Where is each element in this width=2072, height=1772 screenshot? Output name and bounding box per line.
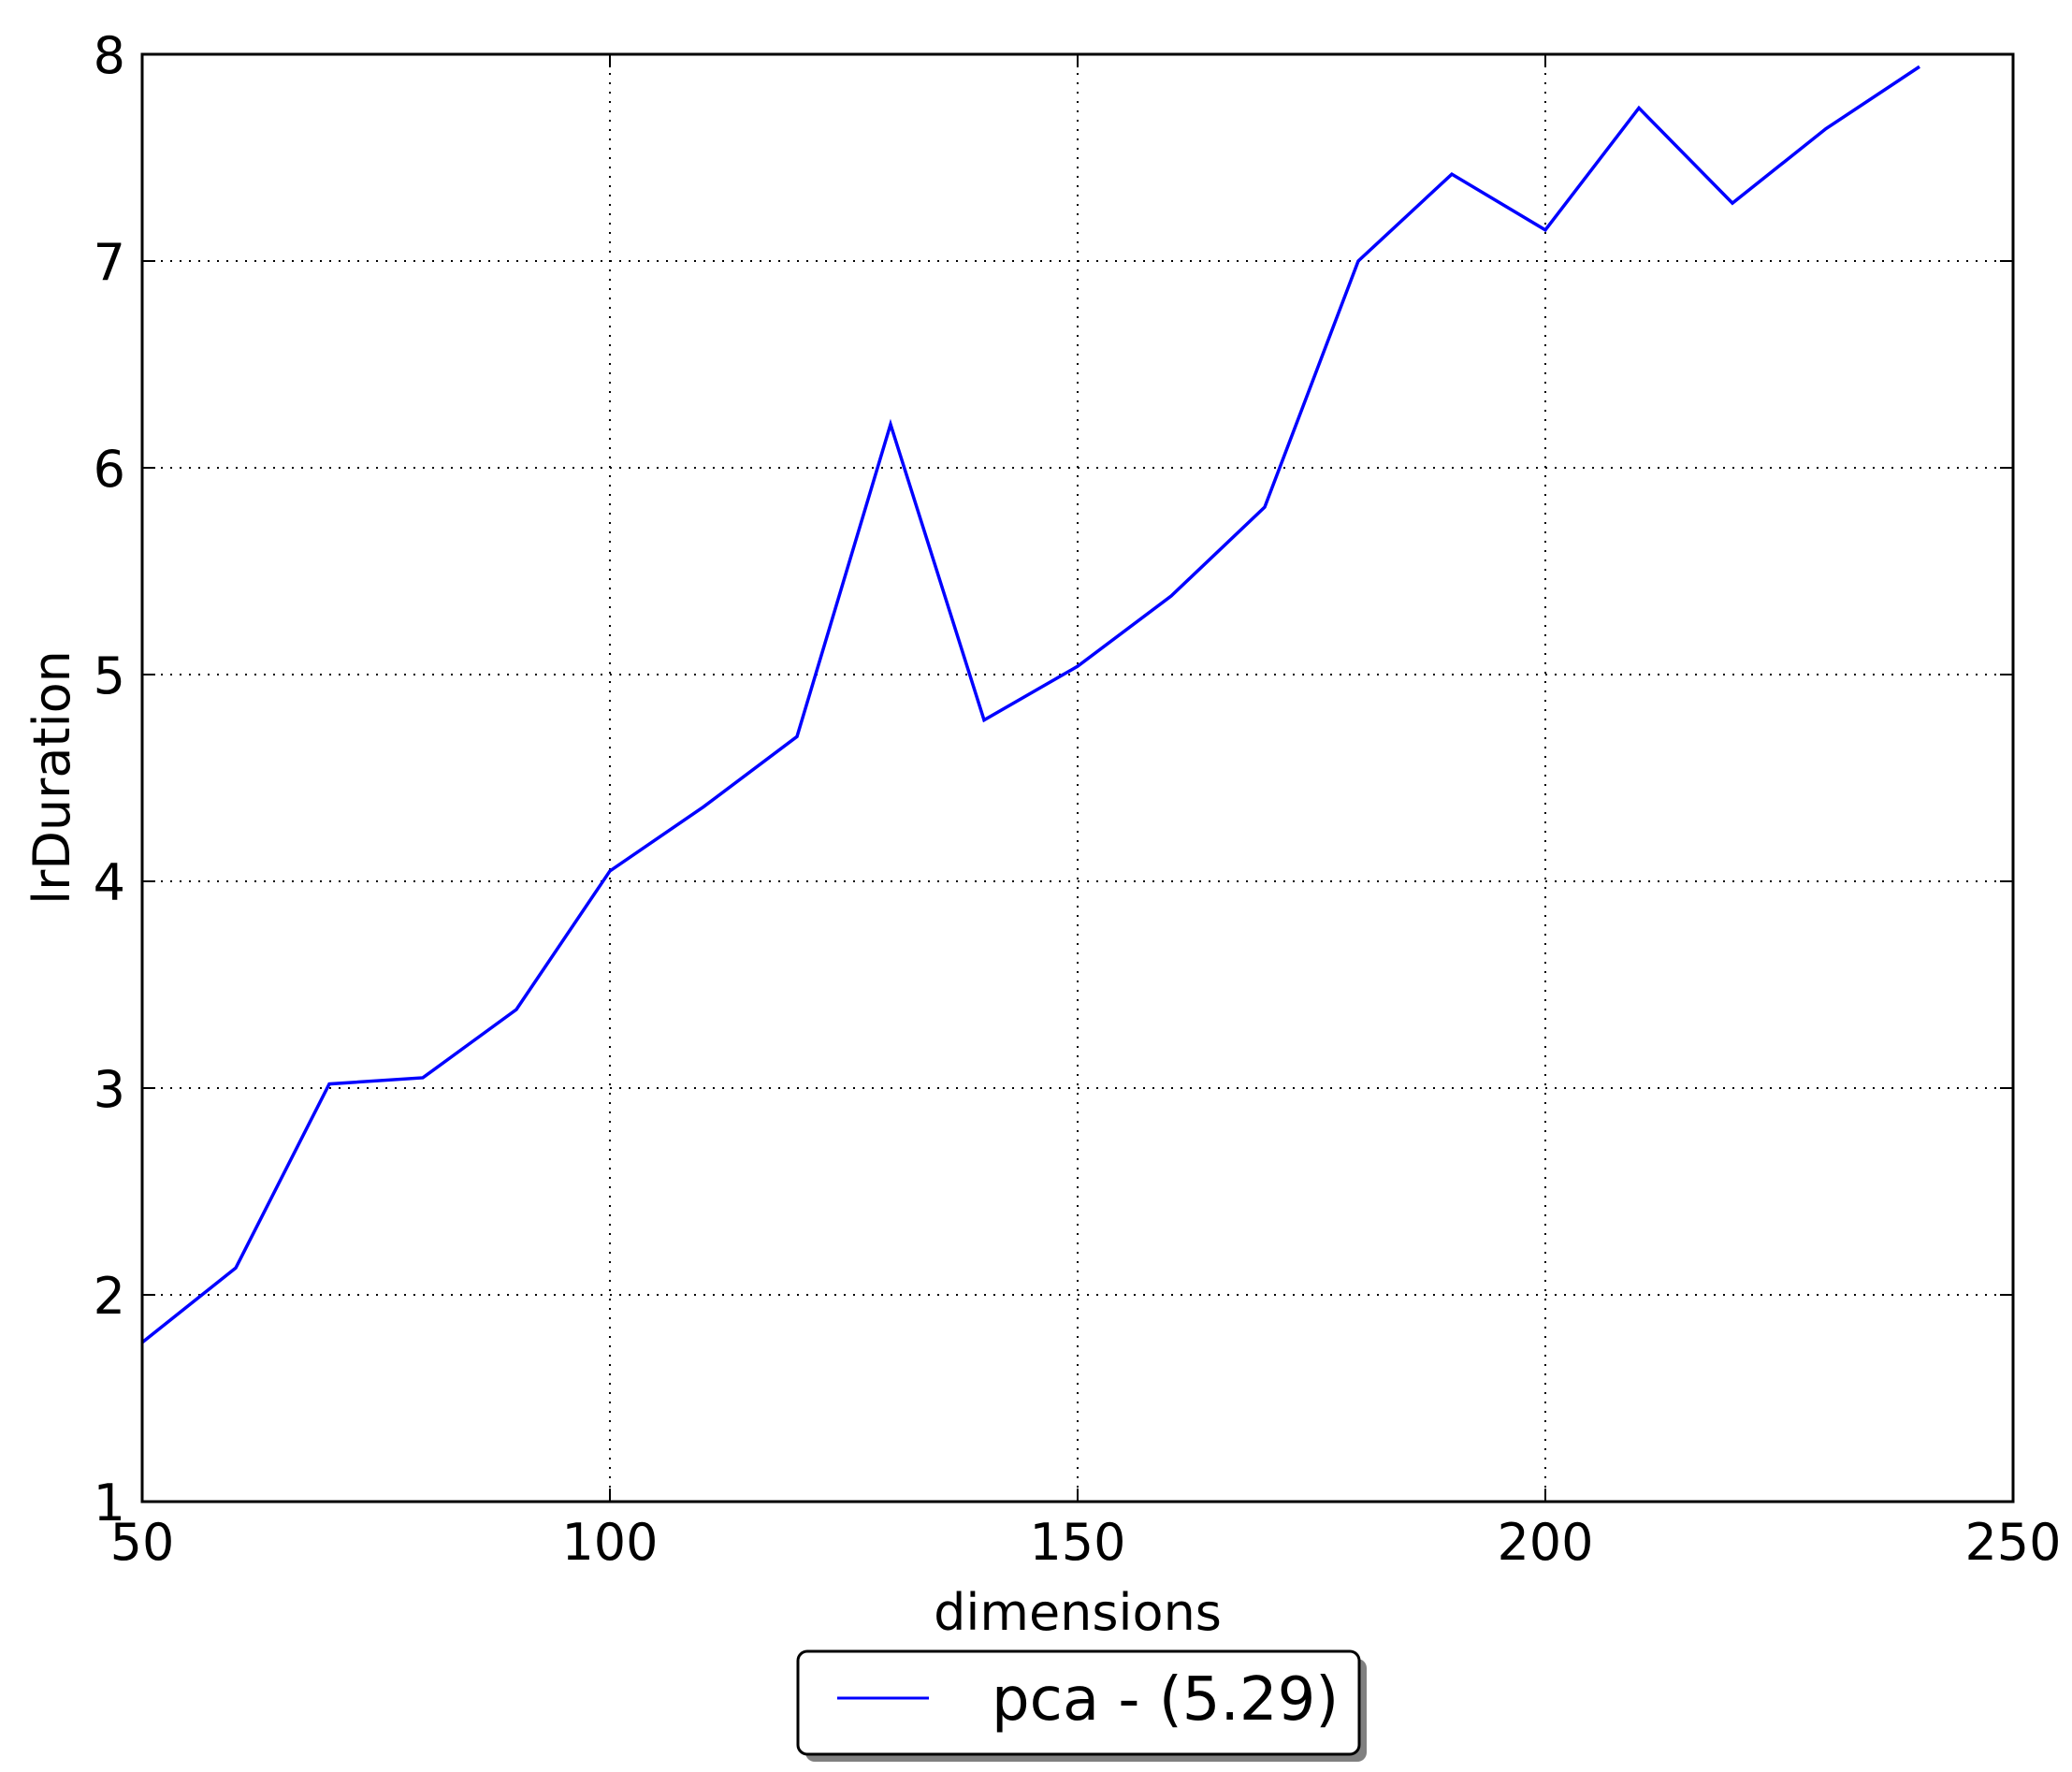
legend-entry-label: pca - (5.29) (992, 1665, 1339, 1735)
legend: pca - (5.29) (796, 1649, 1367, 1762)
x-tick-label: 100 (561, 1513, 658, 1572)
y-axis-label: lrDuration (22, 650, 81, 905)
y-tick-label: 4 (94, 853, 125, 912)
data-series (140, 65, 1920, 1344)
x-axis-label: dimensions (934, 1583, 1222, 1642)
y-tick-label: 1 (94, 1474, 125, 1532)
y-tick-label: 6 (94, 440, 125, 499)
x-tick-label: 250 (1964, 1513, 2061, 1572)
plot-area-frame (140, 52, 2015, 1503)
y-tick-label: 5 (94, 646, 125, 705)
axis-ticks (141, 53, 2014, 1503)
x-tick-label: 200 (1497, 1513, 1593, 1572)
x-tick-label: 50 (110, 1513, 175, 1572)
series-line-pca (140, 65, 1920, 1344)
legend-box (796, 1649, 1361, 1756)
x-tick-label: 150 (1029, 1513, 1125, 1572)
tick-labels: 50 100 150 200 250 1 2 3 4 5 6 7 8 (94, 26, 2062, 1572)
y-tick-label: 2 (94, 1267, 125, 1326)
y-tick-label: 7 (94, 233, 125, 292)
grid-lines (141, 53, 2014, 1503)
y-tick-label: 3 (94, 1060, 125, 1119)
y-tick-label: 8 (94, 26, 125, 85)
